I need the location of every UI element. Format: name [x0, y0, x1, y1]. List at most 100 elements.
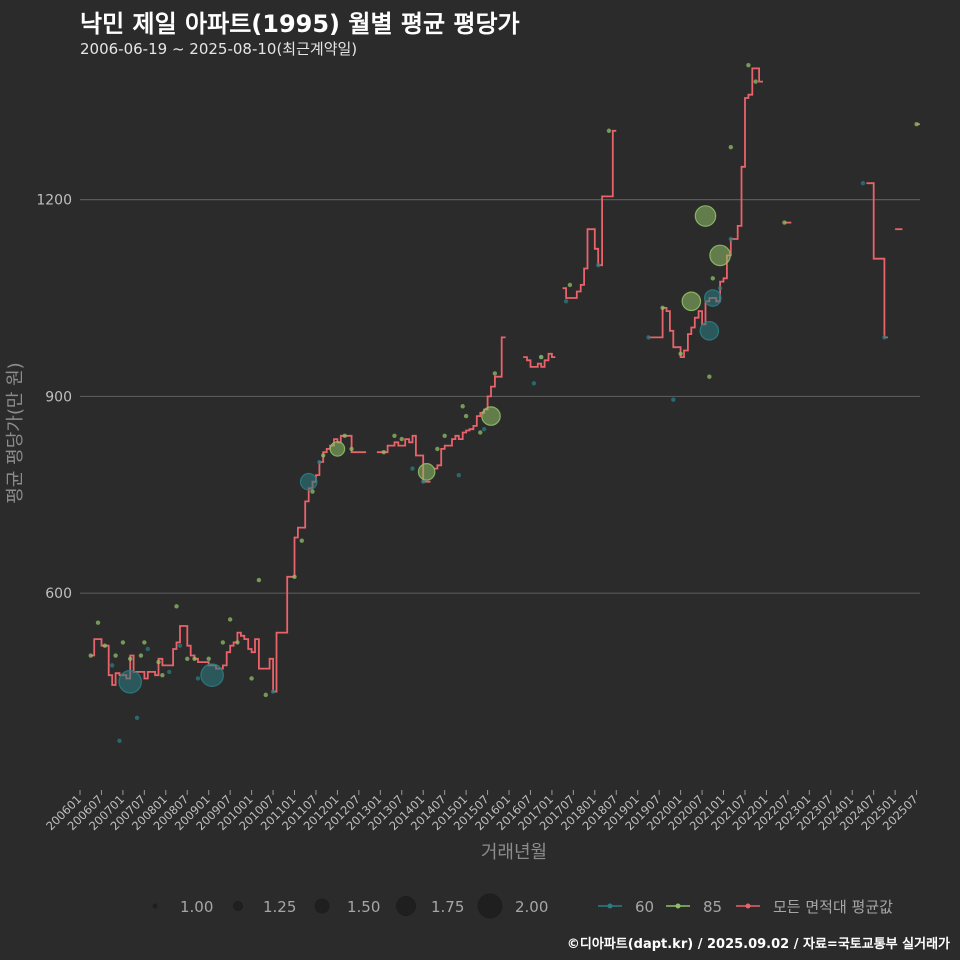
- legend-size-marker: [314, 898, 330, 914]
- avg-price-line: [523, 352, 556, 368]
- legend-size-label: 1.25: [263, 898, 296, 916]
- scatter-point-85: [220, 640, 226, 645]
- scatter-point-85: [185, 656, 190, 662]
- scatter-point-85: [606, 128, 612, 133]
- scatter-point-85: [782, 220, 787, 225]
- scatter-point-85: [478, 430, 483, 435]
- legend-series-label: 모든 면적대 평균값: [773, 898, 893, 916]
- legend-size-marker: [396, 896, 416, 916]
- x-axis-title: 거래년월: [481, 842, 547, 863]
- scatter-point-85: [292, 574, 297, 580]
- scatter-point-60: [109, 663, 115, 668]
- scatter-point-60: [134, 715, 140, 721]
- y-tick-label: 900: [45, 389, 72, 405]
- y-tick-label: 600: [45, 586, 72, 602]
- legend-series-label: 85: [703, 898, 722, 916]
- avg-price-line: [376, 434, 431, 483]
- scatter-point-85: [113, 653, 118, 658]
- scatter-point-60: [703, 289, 722, 307]
- legend-size-label: 2.00: [515, 898, 548, 916]
- scatter-point-60: [195, 676, 201, 681]
- scatter-point-60: [481, 427, 487, 432]
- scatter-point-85: [435, 446, 440, 452]
- scatter-point-60: [410, 466, 415, 471]
- scatter-point-85: [138, 653, 144, 658]
- legend-size-marker: [233, 901, 243, 911]
- page-subtitle: 2006-06-19 ~ 2025-08-10(최근계약일): [80, 40, 358, 58]
- scatter-point-60: [563, 299, 569, 304]
- scatter-point-85: [310, 489, 315, 494]
- scatter-point-85: [156, 659, 161, 665]
- scatter-point-85: [463, 413, 469, 419]
- scatter-point-85: [746, 62, 751, 68]
- avg-price-line: [433, 336, 506, 470]
- scatter-point-85: [329, 441, 346, 457]
- scatter-point-60: [699, 321, 720, 341]
- scatter-point-85: [442, 433, 447, 438]
- x-axis-ticks: 2006012006072007012007072008012008072009…: [43, 790, 921, 833]
- legend: 1.00 1.25 1.50 1.75 2.00 60 85 모든 면적대 평균값: [152, 893, 893, 919]
- scatter-point-85: [567, 282, 573, 288]
- scatter-point-85: [538, 354, 544, 360]
- scatter-point-85: [492, 371, 498, 376]
- scatter-point-85: [460, 404, 465, 409]
- scatter-point-60: [882, 335, 887, 340]
- scatter-point-85: [127, 656, 133, 662]
- scatter-point-85: [342, 433, 347, 438]
- legend-point-key: [675, 903, 681, 909]
- scatter-point-85: [914, 121, 919, 127]
- scatter-point-60: [177, 643, 183, 648]
- scatter-point-60: [317, 459, 322, 465]
- scatter-point-60: [167, 669, 172, 675]
- scatter-point-85: [249, 676, 254, 681]
- scatter-point-60: [299, 472, 318, 491]
- avg-price-line-layer: [90, 67, 920, 693]
- scatter-point-85: [120, 640, 126, 645]
- scatter-point-85: [694, 205, 717, 227]
- scatter-point-60: [646, 335, 651, 340]
- scatter-point-60: [118, 669, 142, 694]
- legend-point-key: [745, 903, 751, 909]
- scatter-point-85: [481, 406, 501, 426]
- scatter-point-85: [392, 433, 397, 438]
- scatter-point-60: [717, 285, 723, 291]
- scatter-point-85: [709, 244, 731, 267]
- scatter-point-60: [596, 263, 601, 268]
- scatter-point-85: [660, 305, 665, 311]
- legend-size-label: 1.75: [431, 898, 464, 916]
- scatter-point-85: [160, 673, 165, 678]
- avg-price-line: [90, 434, 367, 693]
- source-caption: ©디아파트(dapt.kr) / 2025.09.02 / 자료=국토교통부 실…: [566, 937, 950, 952]
- scatter-point-85: [753, 79, 758, 84]
- scatter-point-85: [206, 656, 211, 662]
- legend-size-marker: [477, 893, 503, 919]
- scatter-point-60: [200, 663, 224, 688]
- legend-size-marker: [152, 903, 158, 909]
- grid-layer: [80, 199, 920, 594]
- scatter-point-85: [381, 449, 386, 455]
- y-axis-ticks: 600 900 1200: [36, 193, 72, 603]
- legend-point-key: [607, 903, 613, 909]
- avg-price-line: [866, 182, 888, 339]
- scatter-point-85: [142, 640, 147, 645]
- scatter-point-60: [531, 381, 537, 386]
- scatter-point-85: [349, 446, 354, 452]
- scatter-point-85: [102, 643, 108, 648]
- scatter-point-85: [256, 577, 262, 583]
- scatter-point-85: [707, 374, 712, 379]
- scatter-point-60: [421, 479, 426, 484]
- scatter-point-85: [88, 653, 93, 658]
- scatter-point-85: [678, 351, 683, 356]
- scatter-point-60: [671, 397, 676, 402]
- scatter-point-85: [321, 453, 326, 458]
- scatter-point-85: [299, 538, 304, 543]
- legend-size-label: 1.00: [180, 898, 213, 916]
- page-title: 낙민 제일 아파트(1995) 월별 평균 평당가: [80, 10, 520, 38]
- legend-size-label: 1.50: [347, 898, 380, 916]
- scatter-point-60: [728, 236, 734, 242]
- y-axis-title: 평균 평당가(만 원): [5, 362, 26, 503]
- scatter-point-85: [227, 617, 233, 622]
- scatter-point-60: [456, 472, 462, 478]
- avg-price-line: [562, 129, 617, 299]
- scatter-point-85: [95, 620, 101, 625]
